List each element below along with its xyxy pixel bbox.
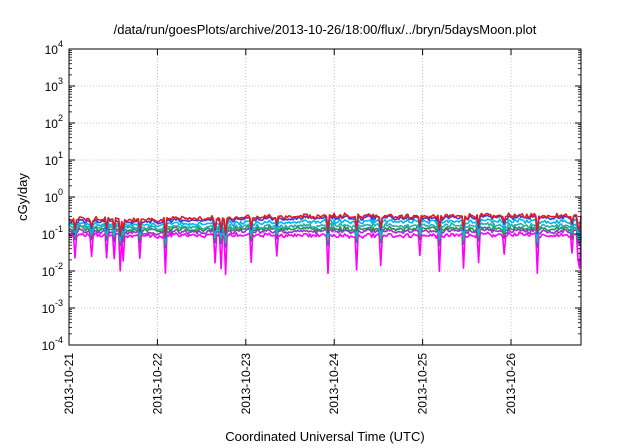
series-layer [68, 212, 582, 276]
y-tick-exponent: 4 [58, 39, 63, 49]
y-tick-exponent: 0 [58, 187, 63, 197]
y-tick-exponent: -1 [55, 224, 63, 234]
y-tick-base: 10 [45, 43, 59, 57]
y-tick-label: 102 [45, 113, 63, 131]
x-tick-label: 2013-10-26 [504, 353, 518, 415]
x-tick-label: 2013-10-21 [62, 353, 76, 415]
y-tick-base: 10 [42, 228, 56, 242]
y-tick-label: 100 [45, 187, 63, 205]
y-tick-base: 10 [42, 265, 56, 279]
tick-layer [68, 48, 581, 346]
y-tick-base: 10 [42, 302, 56, 316]
y-tick-label: 103 [45, 76, 63, 94]
y-tick-label: 10-4 [42, 335, 63, 353]
x-tick-labels: 2013-10-21 2013-10-22 2013-10-23 2013-10-24… [62, 353, 518, 415]
y-tick-exponent: -4 [55, 335, 63, 345]
y-tick-exponent: 1 [58, 150, 63, 160]
y-tick-base: 10 [45, 80, 59, 94]
grid-layer [69, 49, 581, 345]
chart-title: /data/run/goesPlots/archive/2013-10-26/1… [114, 22, 537, 37]
y-tick-base: 10 [45, 154, 59, 168]
series-line [68, 212, 582, 237]
y-tick-label: 101 [45, 150, 63, 168]
x-tick-label: 2013-10-22 [150, 353, 164, 415]
series-line [68, 217, 582, 241]
y-tick-base: 10 [45, 117, 59, 131]
y-tick-label: 10-1 [42, 224, 63, 242]
y-tick-base: 10 [45, 191, 59, 205]
x-tick-label: 2013-10-25 [416, 353, 430, 415]
x-axis-label: Coordinated Universal Time (UTC) [225, 429, 424, 444]
series-line [68, 225, 582, 247]
y-tick-base: 10 [42, 339, 56, 353]
y-tick-exponent: -3 [55, 298, 63, 308]
series-line [68, 221, 582, 245]
y-axis-label: cGy/day [15, 173, 30, 221]
y-tick-exponent: -2 [55, 261, 63, 271]
y-tick-label: 10-2 [42, 261, 63, 279]
y-tick-exponent: 2 [58, 113, 63, 123]
y-tick-label: 10-3 [42, 298, 63, 316]
x-tick-label: 2013-10-24 [327, 353, 341, 415]
x-tick-label: 2013-10-23 [239, 353, 253, 415]
y-tick-label: 104 [45, 39, 63, 57]
series-line [68, 231, 582, 276]
y-tick-exponent: 3 [58, 76, 63, 86]
